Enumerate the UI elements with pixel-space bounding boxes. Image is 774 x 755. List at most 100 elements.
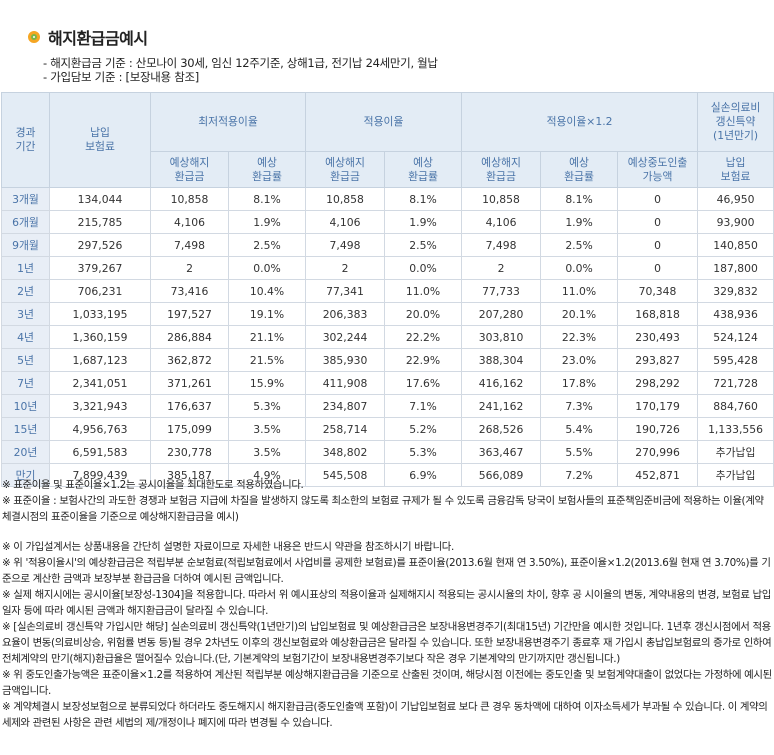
term-cell: 5년 bbox=[1, 348, 50, 372]
value-cell: 7,498 bbox=[305, 233, 386, 257]
value-cell: 258,714 bbox=[305, 417, 386, 441]
page-title-text: 해지환급금예시 bbox=[48, 29, 148, 48]
value-cell: 230,778 bbox=[150, 440, 229, 464]
header-term: 경과 기간 bbox=[1, 92, 50, 188]
value-cell: 241,162 bbox=[461, 394, 542, 418]
header-rate: 적용이율 bbox=[305, 92, 463, 152]
term-cell: 만기 bbox=[1, 463, 50, 487]
value-cell: 10,858 bbox=[305, 187, 386, 211]
value-cell: 566,089 bbox=[461, 463, 542, 487]
value-cell: 4,106 bbox=[461, 210, 542, 234]
header-min-rate: 최저적용이율 bbox=[149, 92, 307, 152]
value-cell: 0.0% bbox=[227, 256, 307, 280]
value-cell: 286,884 bbox=[150, 325, 229, 349]
header-mid-withdraw: 예상중도인출 가능액 bbox=[617, 151, 699, 188]
value-cell: 4,106 bbox=[150, 210, 229, 234]
value-cell: 1,687,123 bbox=[49, 348, 151, 372]
value-cell: 0 bbox=[617, 210, 699, 234]
value-cell: 721,728 bbox=[697, 371, 774, 395]
value-cell: 22.3% bbox=[540, 325, 619, 349]
value-cell: 8.1% bbox=[540, 187, 619, 211]
value-cell: 0 bbox=[617, 187, 699, 211]
value-cell: 2.5% bbox=[384, 233, 463, 257]
value-cell: 175,099 bbox=[150, 417, 229, 441]
value-cell: 8.1% bbox=[384, 187, 463, 211]
table-row: 3개월 134,044 10,858 8.1% 10,858 8.1% 10,858 8.1%… bbox=[1, 187, 774, 211]
note-line: ※ [실손의료비 갱신특약 가입시만 해당] 실손의료비 갱신특약(1년만기)의… bbox=[2, 621, 772, 665]
value-cell: 187,800 bbox=[697, 256, 774, 280]
value-cell: 22.2% bbox=[384, 325, 463, 349]
value-cell: 73,416 bbox=[150, 279, 229, 303]
term-cell: 20년 bbox=[1, 440, 50, 464]
note-spacer bbox=[2, 525, 772, 539]
note-line: ※ 위 중도인출가능액은 표준이율×1.2를 적용하여 계산된 적립부분 예상해… bbox=[2, 669, 772, 697]
value-cell: 348,802 bbox=[305, 440, 386, 464]
value-cell: 362,872 bbox=[150, 348, 229, 372]
value-cell: 7,498 bbox=[150, 233, 229, 257]
term-cell: 4년 bbox=[1, 325, 50, 349]
term-cell: 3개월 bbox=[1, 187, 50, 211]
value-cell: 0.0% bbox=[384, 256, 463, 280]
value-cell: 5.5% bbox=[540, 440, 619, 464]
header-med-premium: 납입 보험료 bbox=[697, 151, 774, 188]
value-cell: 17.8% bbox=[540, 371, 619, 395]
header-refund-ratio: 예상 환급률 bbox=[227, 151, 307, 188]
table-row: 5년 1,687,123 362,872 21.5% 385,930 22.9% 388,3… bbox=[1, 348, 774, 372]
table-row: 20년 6,591,583 230,778 3.5% 348,802 5.3% 363,46… bbox=[1, 440, 774, 464]
value-cell: 452,871 bbox=[617, 463, 699, 487]
value-cell: 416,162 bbox=[461, 371, 542, 395]
refund-table-body: 3개월 134,044 10,858 8.1% 10,858 8.1% 10,858 8.1%… bbox=[1, 187, 774, 487]
value-cell: 1.9% bbox=[540, 210, 619, 234]
value-cell: 77,341 bbox=[305, 279, 386, 303]
value-cell: 176,637 bbox=[150, 394, 229, 418]
note-line: ※ 표준이율 : 보험사간의 과도한 경쟁과 보험금 지급에 차질을 발생하지 … bbox=[2, 495, 764, 523]
value-cell: 595,428 bbox=[697, 348, 774, 372]
value-cell: 329,832 bbox=[697, 279, 774, 303]
value-cell: 302,244 bbox=[305, 325, 386, 349]
value-cell: 215,785 bbox=[49, 210, 151, 234]
table-row: 2년 706,231 73,416 10.4% 77,341 11.0% 77,733 11.… bbox=[1, 279, 774, 303]
value-cell: 7.3% bbox=[540, 394, 619, 418]
term-cell: 2년 bbox=[1, 279, 50, 303]
value-cell: 19.1% bbox=[227, 302, 307, 326]
value-cell: 6,591,583 bbox=[49, 440, 151, 464]
value-cell: 524,124 bbox=[697, 325, 774, 349]
value-cell: 303,810 bbox=[461, 325, 542, 349]
value-cell: 22.9% bbox=[384, 348, 463, 372]
value-cell: 20.1% bbox=[540, 302, 619, 326]
value-cell: 230,493 bbox=[617, 325, 699, 349]
value-cell: 706,231 bbox=[49, 279, 151, 303]
value-cell: 1.9% bbox=[384, 210, 463, 234]
value-cell: 371,261 bbox=[150, 371, 229, 395]
value-cell: 3.5% bbox=[227, 417, 307, 441]
value-cell: 190,726 bbox=[617, 417, 699, 441]
value-cell: 298,292 bbox=[617, 371, 699, 395]
value-cell: 5.4% bbox=[540, 417, 619, 441]
note-line: ※ 이 가입설계서는 상품내용을 간단히 설명한 자료이므로 자세한 내용은 반… bbox=[2, 541, 454, 553]
value-cell: 4,956,763 bbox=[49, 417, 151, 441]
value-cell: 206,383 bbox=[305, 302, 386, 326]
table-row: 1년 379,267 2 0.0% 2 0.0% 2 0.0% 0 187,800 bbox=[1, 256, 774, 280]
value-cell: 4,106 bbox=[305, 210, 386, 234]
value-cell: 0.0% bbox=[540, 256, 619, 280]
coverage-basis-line: - 가입담보 기준 : [보장내용 참조] bbox=[43, 70, 199, 84]
table-row: 15년 4,956,763 175,099 3.5% 258,714 5.2% 268,52… bbox=[1, 417, 774, 441]
value-cell: 379,267 bbox=[49, 256, 151, 280]
value-cell: 1,033,195 bbox=[49, 302, 151, 326]
table-row: 7년 2,341,051 371,261 15.9% 411,908 17.6% 416,1… bbox=[1, 371, 774, 395]
value-cell: 21.5% bbox=[227, 348, 307, 372]
value-cell: 545,508 bbox=[305, 463, 386, 487]
value-cell: 2,341,051 bbox=[49, 371, 151, 395]
value-cell: 363,467 bbox=[461, 440, 542, 464]
notes-section: ※ 표준이율 및 표준이율×1.2는 공시이율을 최대한도로 적용하였습니다. ※… bbox=[2, 477, 772, 731]
table-row: 만기 7,899,439 385,187 4.9% 545,508 6.9% 566,089… bbox=[1, 463, 774, 487]
value-cell: 234,807 bbox=[305, 394, 386, 418]
value-cell: 0 bbox=[617, 233, 699, 257]
refund-table: 경과 기간 납입 보험료 최저적용이율 적용이율 적용이율×1.2 실손의료비 … bbox=[1, 92, 774, 487]
table-row: 4년 1,360,159 286,884 21.1% 302,244 22.2% 303,8… bbox=[1, 325, 774, 349]
value-cell: 10.4% bbox=[227, 279, 307, 303]
value-cell: 11.0% bbox=[384, 279, 463, 303]
value-cell: 11.0% bbox=[540, 279, 619, 303]
value-cell: 20.0% bbox=[384, 302, 463, 326]
value-cell: 5.3% bbox=[384, 440, 463, 464]
